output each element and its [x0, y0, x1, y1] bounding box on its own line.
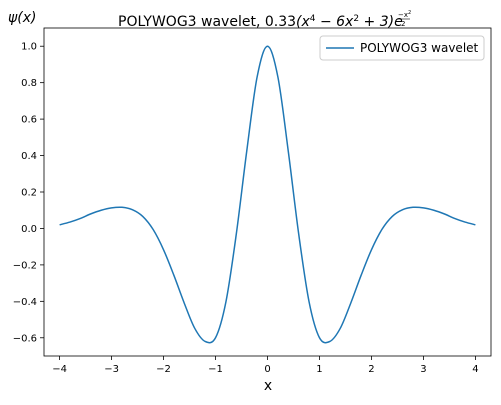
x-tick-label: −2 [156, 364, 171, 375]
chart-title-group: POLYWOG3 wavelet, 0.33(x4 − 6x2 + 3)e −x… [118, 10, 411, 30]
formula-part: + 3)e [359, 14, 403, 30]
formula-part: (x [296, 14, 310, 30]
formula-exp-denominator: 2 [401, 20, 405, 28]
y-tick-label: −0.4 [13, 297, 37, 308]
x-tick-label: 0 [264, 364, 270, 375]
x-tick-label: 2 [368, 364, 374, 375]
x-axis-label: x [264, 378, 272, 394]
chart-title-text: POLYWOG3 wavelet, 0.33 [118, 14, 296, 30]
y-tick-label: 1.0 [21, 42, 37, 53]
formula-exp-numerator: −x2 [398, 10, 411, 19]
x-tick-label: −1 [208, 364, 223, 375]
y-tick-label: −0.6 [13, 333, 37, 344]
plot-frame [43, 27, 492, 357]
x-tick-label: 4 [472, 364, 478, 375]
y-tick-label: 0.2 [21, 188, 37, 199]
y-tick-label: 0.4 [21, 151, 37, 162]
y-tick-label: 0.0 [21, 224, 37, 235]
chart-title: POLYWOG3 wavelet, 0.33(x4 − 6x2 + 3)e [118, 14, 403, 30]
x-tick-label: −4 [52, 364, 67, 375]
y-tick-label: 0.8 [21, 78, 37, 89]
formula-exponent: 2 [353, 14, 359, 24]
formula-part: − 6x [316, 14, 355, 30]
legend-box [319, 35, 485, 61]
legend-label: POLYWOG3 wavelet [360, 41, 479, 55]
series-group [59, 45, 476, 344]
x-tick-label: 1 [316, 364, 322, 375]
formula-exponent: 4 [310, 14, 316, 24]
y-tick-label: 0.6 [21, 115, 37, 126]
series-line-polywog3 [59, 45, 476, 344]
ticks-group: −4 −3 −2 −1 0 1 2 3 4 −0.6 −0.4 −0.2 0.0 0.2 0.4 0.6 0.8… [13, 42, 479, 375]
x-tick-label: −3 [104, 364, 119, 375]
legend: POLYWOG3 wavelet [319, 35, 485, 61]
x-tick-label: 3 [420, 364, 426, 375]
y-tick-label: −0.2 [13, 260, 37, 271]
y-axis-label: ψ(x) [8, 10, 36, 26]
